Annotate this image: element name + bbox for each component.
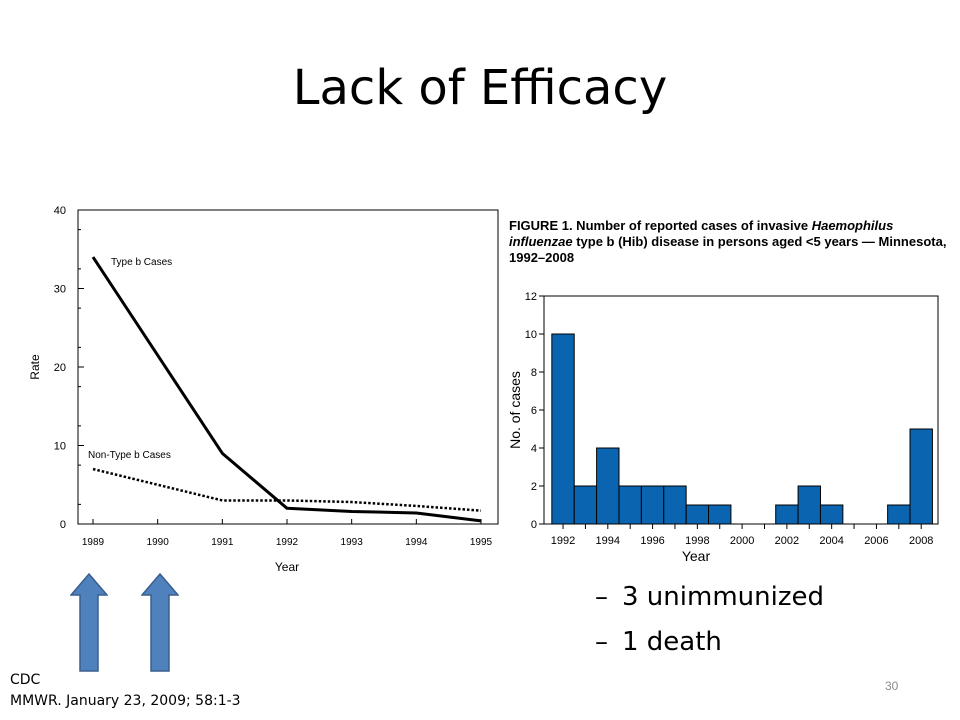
series-line (92, 467, 482, 512)
bar (618, 485, 642, 525)
citation-reference: MMWR. January 23, 2009; 58:1-3 (10, 693, 241, 709)
page-number: 30 (885, 679, 899, 693)
x-tick-label: 1998 (685, 535, 709, 547)
right-bar-chart: 0 2 4 6 8 10 12 1992 1994 1996 1998 2000 2002 2004 200… (507, 291, 939, 564)
x-tick-label: 1991 (211, 537, 234, 548)
y-tick-label: 0 (60, 519, 66, 531)
series-label: Non-Type b Cases (88, 450, 171, 461)
x-axis-label: Year (275, 560, 299, 574)
y-tick-label: 40 (54, 205, 66, 217)
dash-marker: – (595, 582, 608, 612)
bullet-text: 3 unimmunized (622, 582, 824, 612)
x-axis-label: Year (682, 548, 711, 564)
y-tick-label: 10 (525, 329, 537, 341)
citation: CDC MMWR. January 23, 2009; 58:1-3 (10, 670, 241, 712)
bar (551, 333, 575, 525)
y-tick-label: 30 (54, 284, 66, 296)
bar (596, 447, 620, 525)
y-tick-label: 4 (531, 443, 537, 455)
figure-caption: FIGURE 1. Number of reported cases of in… (509, 218, 954, 266)
x-tick-label: 1992 (551, 535, 575, 547)
bar (708, 504, 732, 525)
y-tick-label: 2 (531, 481, 537, 493)
bullet-list: –3 unimmunized –1 death (595, 575, 824, 665)
bullet-item: –3 unimmunized (595, 575, 824, 620)
y-tick-label: 12 (525, 291, 537, 303)
y-tick-label: 20 (54, 362, 66, 374)
bar (887, 504, 911, 525)
x-tick-label: 1994 (405, 537, 428, 548)
x-tick-label: 2002 (775, 535, 799, 547)
x-tick-label: 1989 (82, 537, 105, 548)
y-tick-label: 0 (531, 519, 537, 531)
citation-source: CDC (10, 672, 41, 688)
bar (640, 485, 665, 525)
x-tick-label: 1996 (640, 535, 664, 547)
bar (573, 485, 598, 525)
bar (663, 485, 687, 525)
y-tick-label: 6 (531, 405, 537, 417)
x-tick-label: 1995 (470, 537, 493, 548)
bullet-item: –1 death (595, 620, 824, 665)
x-tick-label: 2006 (864, 535, 888, 547)
up-arrow-icon (141, 573, 179, 672)
series-label: Type b Cases (111, 257, 172, 268)
left-line-chart: 0 10 20 30 40 1989 1990 1991 1992 1993 1994 1995 Yea… (28, 205, 499, 574)
y-axis-label: No. of cases (507, 371, 523, 449)
bar (797, 485, 821, 525)
up-arrow-icon (70, 573, 108, 672)
y-tick-label: 10 (54, 441, 66, 453)
series-line (91, 256, 482, 523)
x-tick-label: 1990 (147, 537, 170, 548)
x-tick-label: 1993 (341, 537, 364, 548)
bar (909, 428, 933, 525)
bar (685, 504, 710, 525)
x-tick-label: 2004 (819, 535, 843, 547)
bar (775, 504, 799, 525)
dash-marker: – (595, 627, 608, 657)
x-tick-label: 2000 (730, 535, 754, 547)
slide-title: Lack of Efficacy (292, 60, 668, 116)
x-tick-label: 2008 (909, 535, 933, 547)
x-tick-label: 1992 (276, 537, 299, 548)
y-axis-label: Rate (28, 354, 42, 380)
x-tick-label: 1994 (596, 535, 620, 547)
y-tick-label: 8 (531, 367, 537, 379)
bullet-text: 1 death (622, 627, 722, 657)
bar (819, 504, 844, 525)
caption-text: type b (Hib) disease in persons aged <5 … (509, 234, 947, 265)
caption-text: FIGURE 1. Number of reported cases of in… (509, 218, 812, 233)
caption-text: Haemophilus influenzae (509, 218, 894, 249)
